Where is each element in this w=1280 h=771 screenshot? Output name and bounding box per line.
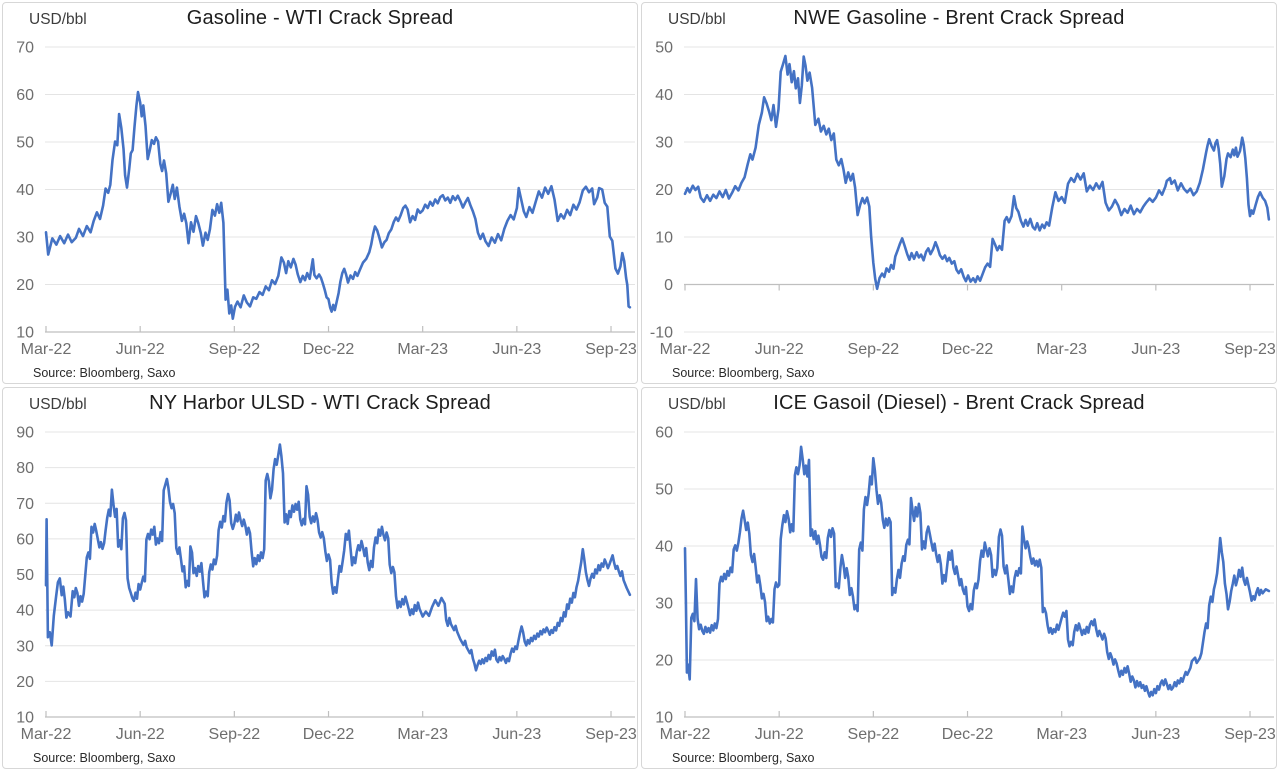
axis-unit-label: USD/bbl: [668, 11, 726, 28]
x-tick-label: Dec-22: [942, 341, 994, 358]
y-tick-label: 40: [16, 603, 34, 620]
y-tick-label: 60: [16, 531, 34, 548]
x-tick-label: Jun-23: [1131, 341, 1180, 358]
x-tick-label: Sep-23: [1224, 341, 1276, 358]
source-attribution: Source: Bloomberg, Saxo: [672, 751, 815, 765]
y-tick-label: 30: [655, 135, 673, 152]
x-tick-label: Mar-23: [397, 341, 448, 358]
y-tick-label: 70: [16, 40, 34, 57]
x-tick-label: Mar-22: [660, 726, 711, 743]
x-tick-label: Mar-22: [660, 341, 711, 358]
panel-nwe-gasoline-brent: 50 40 30 20 10 0 -10 Mar-22 Jun-22 Sep-22 Dec-22 Ma…: [641, 2, 1277, 384]
y-tick-label: 30: [16, 230, 34, 247]
series-line: [683, 54, 1271, 291]
y-tick-label: 50: [16, 567, 34, 584]
x-tick-label: Dec-22: [303, 341, 355, 358]
x-tick-label: Sep-23: [1224, 726, 1276, 743]
x-tick-label: Sep-23: [585, 726, 637, 743]
x-tick-label: Mar-23: [1036, 341, 1087, 358]
y-tick-label: 10: [655, 230, 673, 247]
y-tick-label: 80: [16, 460, 34, 477]
y-tick-label: 50: [655, 40, 673, 57]
panel-gasoline-wti: 70 60 50 40 30 20 10 Mar-22 Jun-22 Sep-22 Dec-22 Ma…: [2, 2, 638, 384]
y-tick-label: 70: [16, 496, 34, 513]
y-tick-label: 10: [16, 710, 34, 727]
y-tick-label: 0: [664, 277, 673, 294]
x-tick-label: Jun-22: [116, 341, 165, 358]
y-tick-label: 50: [655, 482, 673, 499]
axis-unit-label: USD/bbl: [29, 11, 87, 28]
x-tick-label: Jun-22: [116, 726, 165, 743]
x-tick-label: Dec-22: [303, 726, 355, 743]
x-tick-label: Jun-22: [755, 726, 804, 743]
panel-ny-harbor-ulsd-wti: 90 80 70 60 50 40 30 20 10 Mar-22 Jun-22 Sep-22 Dec-…: [2, 387, 638, 769]
y-tick-label: 30: [655, 596, 673, 613]
y-tick-label: 20: [16, 277, 34, 294]
x-tick-label: Sep-22: [209, 726, 261, 743]
y-tick-label: 20: [655, 182, 673, 199]
x-tick-label: Mar-23: [1036, 726, 1087, 743]
chart-title: NY Harbor ULSD - WTI Crack Spread: [149, 392, 491, 414]
y-tick-label: 50: [16, 135, 34, 152]
series-line: [683, 445, 1271, 698]
x-tick-label: Sep-22: [848, 341, 900, 358]
x-tick-label: Jun-22: [755, 341, 804, 358]
y-tick-label: 60: [16, 87, 34, 104]
source-attribution: Source: Bloomberg, Saxo: [33, 366, 176, 380]
x-tick-label: Sep-23: [585, 341, 637, 358]
x-tick-label: Mar-22: [21, 341, 72, 358]
y-tick-label: 30: [16, 638, 34, 655]
y-tick-label: 20: [655, 653, 673, 670]
series-line: [44, 90, 632, 320]
x-tick-label: Jun-23: [1131, 726, 1180, 743]
series-line: [44, 443, 632, 672]
x-tick-label: Sep-22: [848, 726, 900, 743]
chart-title: ICE Gasoil (Diesel) - Brent Crack Spread: [773, 392, 1145, 414]
panel-ice-gasoil-brent: 60 50 40 30 20 10 Mar-22 Jun-22 Sep-22 Dec-22 Mar-…: [641, 387, 1277, 769]
axis-unit-label: USD/bbl: [668, 396, 726, 413]
x-tick-label: Mar-23: [397, 726, 448, 743]
y-tick-label: 20: [16, 674, 34, 691]
x-tick-label: Jun-23: [492, 341, 541, 358]
y-tick-label: 40: [655, 539, 673, 556]
x-tick-label: Dec-22: [942, 726, 994, 743]
axis-unit-label: USD/bbl: [29, 396, 87, 413]
x-tick-label: Jun-23: [492, 726, 541, 743]
y-tick-label: -10: [650, 325, 673, 342]
y-tick-label: 90: [16, 425, 34, 442]
y-tick-label: 40: [655, 87, 673, 104]
x-tick-label: Sep-22: [209, 341, 261, 358]
y-tick-label: 60: [655, 425, 673, 442]
source-attribution: Source: Bloomberg, Saxo: [672, 366, 815, 380]
source-attribution: Source: Bloomberg, Saxo: [33, 751, 176, 765]
x-tick-label: Mar-22: [21, 726, 72, 743]
y-tick-label: 10: [16, 325, 34, 342]
y-tick-label: 10: [655, 710, 673, 727]
chart-title: NWE Gasoline - Brent Crack Spread: [793, 7, 1125, 29]
y-tick-label: 40: [16, 182, 34, 199]
chart-title: Gasoline - WTI Crack Spread: [186, 7, 454, 29]
